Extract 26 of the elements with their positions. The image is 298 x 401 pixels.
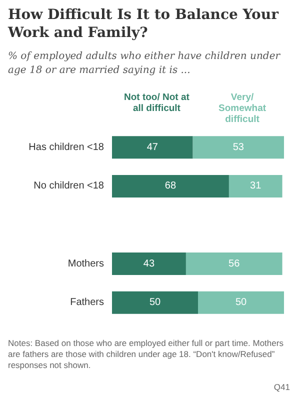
bar [112,291,198,314]
series-label: Very/ Somewhat difficult [218,92,268,125]
data-label: 50 [235,297,247,308]
y-tick-label: Fathers [70,297,104,308]
y-tick-label: No children <18 [34,180,104,192]
data-label: 43 [143,258,155,270]
y-tick-label: Has children <18 [28,142,104,153]
data-label: 47 [146,142,158,153]
chart-subtitle: % of employed adults who either have children under age 18 or are married saying it is ... [8,50,282,78]
bar [192,136,284,159]
bar [112,174,229,198]
bar [186,252,282,276]
data-label: 53 [232,142,244,153]
bar [112,252,186,276]
text: Q41 [274,382,290,393]
y-tick-label: Mothers [68,258,104,270]
bar [198,291,284,314]
text: Notes: Based on those who are employed either full or part time. Mothers are fathers are those with children under age 18. “Don't know/Refused” responses not shown. [8,338,284,371]
data-label: 31 [250,180,262,192]
bar [112,136,193,159]
data-label: 50 [149,297,161,308]
text: Not too/ Not at all difficult [123,92,190,114]
data-label: 68 [164,180,176,192]
bar [228,174,282,198]
data-label: 56 [228,258,240,270]
chart-title: How Difficult Is It to Balance Your Work and Family? [8,6,280,42]
